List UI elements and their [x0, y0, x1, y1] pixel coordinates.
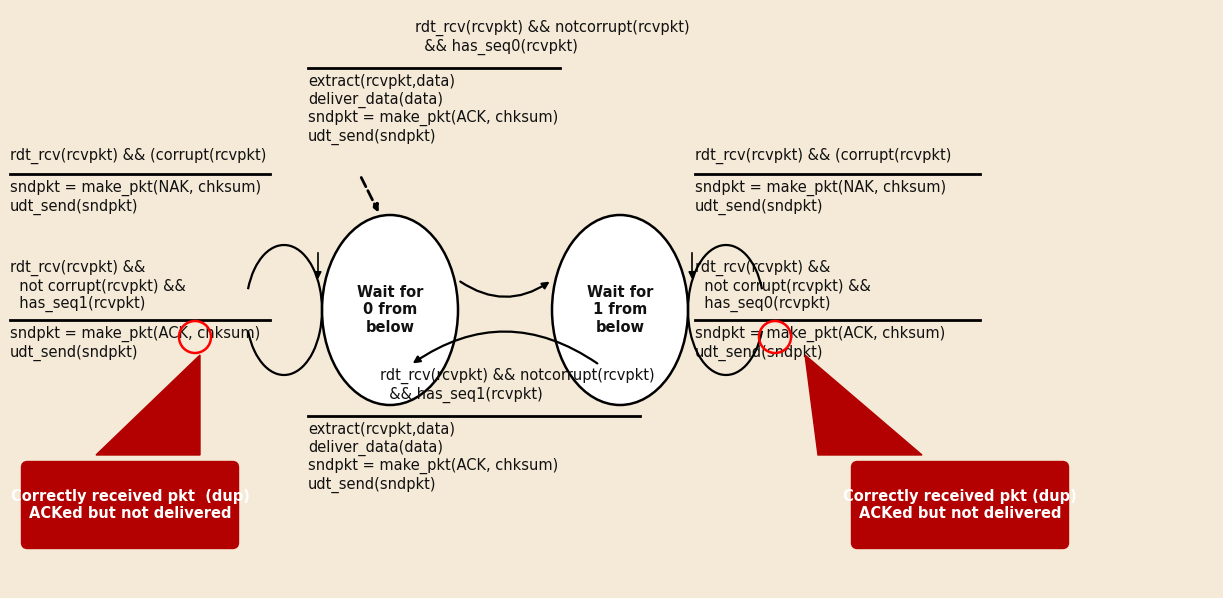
Polygon shape [95, 355, 201, 455]
FancyBboxPatch shape [22, 462, 238, 548]
Text: sndpkt = make_pkt(ACK, chksum)
udt_send(sndpkt): sndpkt = make_pkt(ACK, chksum) udt_send(… [10, 326, 260, 361]
Polygon shape [805, 355, 922, 455]
Text: Wait for
1 from
below: Wait for 1 from below [587, 285, 653, 335]
Text: sndpkt = make_pkt(NAK, chksum)
udt_send(sndpkt): sndpkt = make_pkt(NAK, chksum) udt_send(… [695, 180, 947, 215]
Text: rdt_rcv(rcvpkt) &&
  not corrupt(rcvpkt) &&
  has_seq0(rcvpkt): rdt_rcv(rcvpkt) && not corrupt(rcvpkt) &… [695, 260, 871, 312]
Text: Correctly received pkt (dup)
ACKed but not delivered: Correctly received pkt (dup) ACKed but n… [843, 489, 1077, 521]
Text: extract(rcvpkt,data)
deliver_data(data)
sndpkt = make_pkt(ACK, chksum)
udt_send(: extract(rcvpkt,data) deliver_data(data) … [308, 422, 558, 493]
Text: rdt_rcv(rcvpkt) &&
  not corrupt(rcvpkt) &&
  has_seq1(rcvpkt): rdt_rcv(rcvpkt) && not corrupt(rcvpkt) &… [10, 260, 186, 312]
FancyBboxPatch shape [851, 462, 1069, 548]
Text: rdt_rcv(rcvpkt) && notcorrupt(rcvpkt)
  && has_seq1(rcvpkt): rdt_rcv(rcvpkt) && notcorrupt(rcvpkt) &&… [380, 368, 654, 403]
Ellipse shape [322, 215, 457, 405]
Text: Correctly received pkt  (dup)
ACKed but not delivered: Correctly received pkt (dup) ACKed but n… [11, 489, 249, 521]
Text: extract(rcvpkt,data)
deliver_data(data)
sndpkt = make_pkt(ACK, chksum)
udt_send(: extract(rcvpkt,data) deliver_data(data) … [308, 74, 558, 145]
Text: sndpkt = make_pkt(NAK, chksum)
udt_send(sndpkt): sndpkt = make_pkt(NAK, chksum) udt_send(… [10, 180, 262, 215]
Ellipse shape [552, 215, 689, 405]
Text: sndpkt = make_pkt(ACK, chksum)
udt_send(sndpkt): sndpkt = make_pkt(ACK, chksum) udt_send(… [695, 326, 945, 361]
Text: rdt_rcv(rcvpkt) && (corrupt(rcvpkt): rdt_rcv(rcvpkt) && (corrupt(rcvpkt) [695, 148, 951, 164]
Text: rdt_rcv(rcvpkt) && notcorrupt(rcvpkt)
  && has_seq0(rcvpkt): rdt_rcv(rcvpkt) && notcorrupt(rcvpkt) &&… [415, 20, 690, 55]
Text: rdt_rcv(rcvpkt) && (corrupt(rcvpkt): rdt_rcv(rcvpkt) && (corrupt(rcvpkt) [10, 148, 267, 164]
Text: Wait for
0 from
below: Wait for 0 from below [357, 285, 423, 335]
